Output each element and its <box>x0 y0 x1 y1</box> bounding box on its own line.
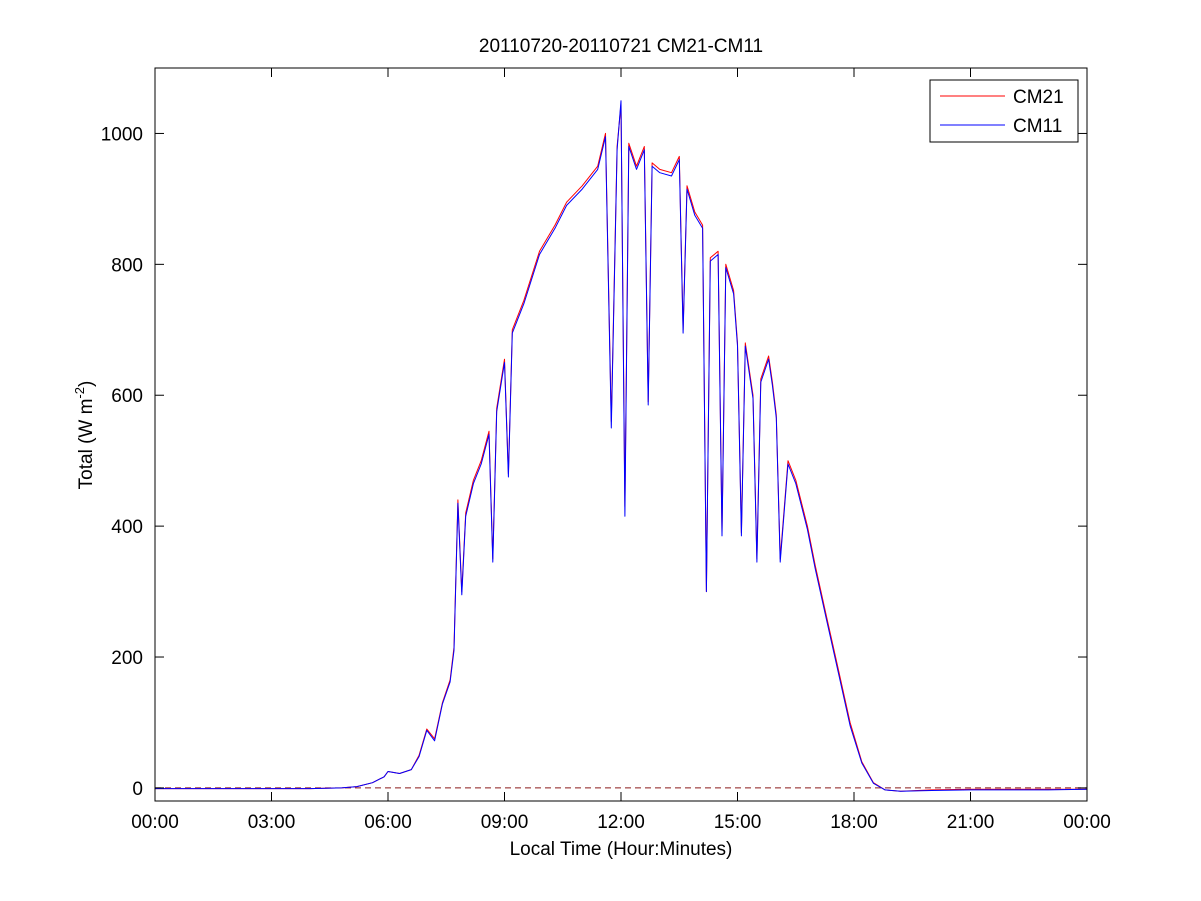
y-axis-label-superscript: -2 <box>72 387 87 399</box>
y-tick-label: 200 <box>111 648 143 669</box>
y-tick-label: 0 <box>132 779 143 800</box>
series-line-cm21 <box>155 103 1087 792</box>
y-tick-label: 800 <box>111 255 143 276</box>
legend-box <box>929 79 1079 143</box>
x-axis-label: Local Time (Hour:Minutes) <box>510 839 733 860</box>
x-tick-label: 12:00 <box>597 812 645 833</box>
x-tick-label: 03:00 <box>248 812 296 833</box>
legend-label-cm11: CM11 <box>1013 116 1062 137</box>
x-tick-label: 00:00 <box>131 812 179 833</box>
y-axis-label: Total (W m-2) <box>72 381 97 490</box>
x-tick-label: 09:00 <box>481 812 529 833</box>
y-axis-label-main: Total (W m <box>76 399 97 490</box>
legend: CM21 CM11 <box>929 79 1079 143</box>
plot-area <box>155 68 1087 801</box>
legend-label-cm21: CM21 <box>1013 87 1064 108</box>
x-tick-label: 15:00 <box>714 812 762 833</box>
series-line-cm11 <box>155 100 1088 792</box>
y-tick-label: 400 <box>111 517 143 538</box>
chart-title: 20110720-20110721 CM21-CM11 <box>479 36 763 57</box>
x-tick-label: 06:00 <box>364 812 412 833</box>
x-tick-label: 18:00 <box>830 812 878 833</box>
x-tick-label: 00:00 <box>1063 812 1111 833</box>
x-tick-label: 21:00 <box>947 812 995 833</box>
y-tick-label: 600 <box>111 386 143 407</box>
y-tick-label: 1000 <box>101 124 143 145</box>
y-axis-label-close: ) <box>76 381 97 387</box>
